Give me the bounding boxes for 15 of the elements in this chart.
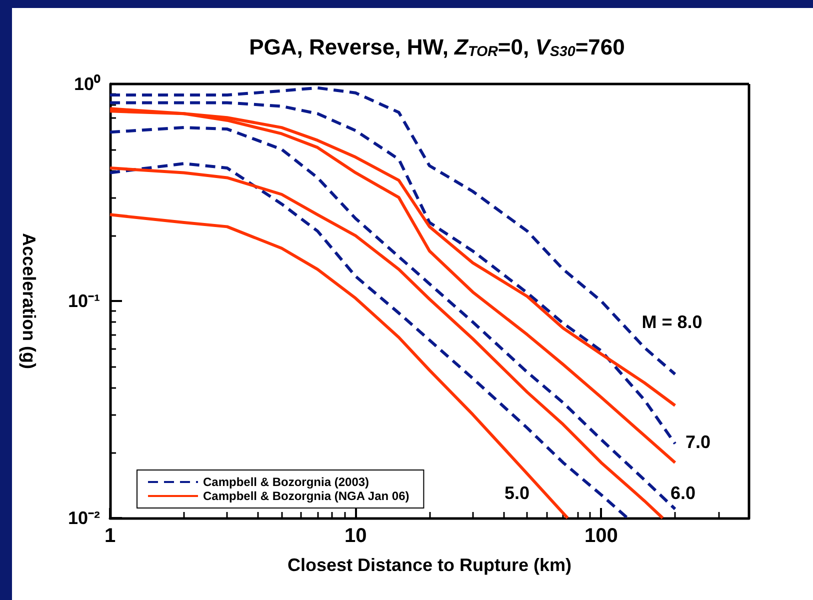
y-tick-label: 10⁻¹ bbox=[68, 291, 100, 311]
x-axis-title: Closest Distance to Rupture (km) bbox=[287, 555, 572, 575]
annotation: 6.0 bbox=[670, 483, 696, 503]
annotation: M = 8.0 bbox=[642, 312, 702, 332]
y-tick-label: 10⁰ bbox=[74, 74, 101, 94]
x-tick-label: 100 bbox=[584, 525, 618, 547]
y-axis-title: Acceleration (g) bbox=[19, 232, 39, 370]
legend-label: Campbell & Bozorgnia (NGA Jan 06) bbox=[203, 489, 410, 503]
x-tick-label: 10 bbox=[344, 525, 367, 547]
y-tick-label: 10⁻² bbox=[68, 508, 100, 528]
x-tick-label: 1 bbox=[104, 525, 116, 547]
annotation: 7.0 bbox=[685, 432, 711, 452]
chart-title: PGA, Reverse, HW, ZTOR=0, VS30=760 bbox=[249, 34, 625, 60]
annotation: 5.0 bbox=[504, 483, 530, 503]
legend-label: Campbell & Bozorgnia (2003) bbox=[203, 475, 370, 489]
